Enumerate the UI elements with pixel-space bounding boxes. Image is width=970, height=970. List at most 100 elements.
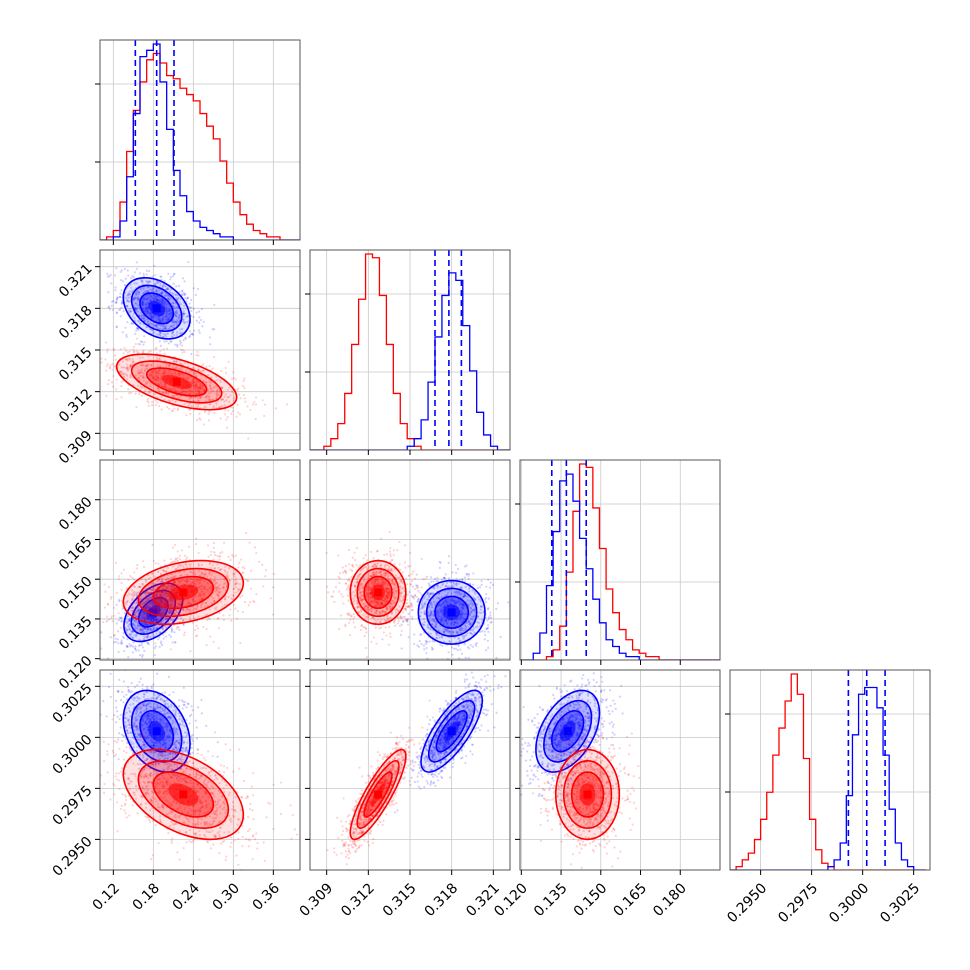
sample-point: [142, 616, 146, 619]
sample-point: [354, 585, 357, 589]
sample-point: [188, 393, 191, 396]
sample-point: [168, 364, 171, 367]
sample-point: [420, 611, 423, 614]
sample-point: [186, 377, 190, 380]
sample-point: [159, 282, 162, 285]
sample-point: [168, 327, 171, 330]
sample-point: [191, 390, 194, 394]
sample-point: [130, 322, 133, 325]
sample-point: [141, 655, 144, 658]
sample-point: [245, 531, 248, 535]
sample-point: [230, 412, 233, 416]
sample-point: [115, 325, 118, 328]
sample-point: [222, 391, 225, 394]
sample-point: [126, 351, 129, 354]
sample-point: [185, 414, 188, 417]
sample-point: [177, 320, 180, 323]
sample-point: [399, 616, 402, 619]
sample-point: [98, 360, 100, 362]
sample-point: [169, 604, 172, 607]
sample-point: [438, 603, 441, 607]
sample-point: [155, 607, 158, 611]
sample-point: [465, 564, 468, 567]
sample-point: [469, 631, 472, 634]
sample-point: [184, 362, 187, 365]
sample-point: [149, 391, 152, 394]
sample-point: [435, 622, 438, 625]
sample-point: [230, 377, 234, 381]
sample-point: [132, 622, 135, 626]
sample-point: [140, 280, 143, 283]
sample-point: [110, 304, 113, 307]
sample-point: [130, 606, 133, 610]
sample-point: [146, 399, 149, 403]
sample-point: [197, 595, 200, 598]
sample-point: [218, 584, 221, 587]
red-histogram: [520, 463, 720, 660]
sample-point: [370, 550, 373, 554]
sample-point: [220, 369, 223, 373]
sample-point: [212, 398, 215, 401]
sample-point: [154, 598, 158, 601]
sample-point: [133, 297, 136, 300]
sample-point: [444, 577, 447, 580]
sample-point: [416, 586, 419, 590]
sample-point: [138, 314, 141, 318]
sample-point: [150, 404, 154, 407]
sample-point: [200, 590, 203, 593]
sample-point: [142, 308, 145, 311]
sample-point: [223, 583, 226, 586]
sample-point: [478, 598, 481, 601]
sample-point: [168, 309, 171, 312]
sample-point: [466, 632, 469, 635]
sample-point: [129, 375, 132, 378]
sample-point: [141, 583, 144, 586]
sample-point: [109, 597, 113, 600]
sample-point: [151, 316, 154, 319]
sample-point: [219, 381, 222, 384]
sample-point: [167, 369, 171, 372]
sample-point: [164, 386, 167, 389]
sample-point: [137, 299, 140, 303]
sample-point: [141, 629, 145, 632]
sample-point: [406, 593, 409, 596]
sample-point: [466, 646, 470, 649]
sample-point: [173, 603, 177, 606]
sample-point: [160, 324, 163, 327]
sample-point: [167, 297, 170, 300]
sample-point: [207, 616, 210, 619]
sample-point: [462, 595, 466, 598]
sample-point: [133, 624, 136, 627]
sample-point: [217, 393, 220, 396]
sample-point: [215, 393, 219, 396]
sample-point: [198, 316, 201, 319]
sample-point: [223, 578, 226, 581]
sample-point: [193, 386, 197, 389]
sample-point: [450, 622, 453, 625]
sample-point: [154, 316, 157, 319]
sample-point: [253, 546, 257, 549]
sample-point: [460, 606, 464, 609]
sample-point: [344, 582, 347, 585]
sample-point: [361, 598, 364, 601]
sample-point: [135, 649, 138, 652]
sample-point: [188, 371, 191, 374]
sample-point: [173, 631, 176, 634]
sample-point: [137, 608, 140, 611]
sample-point: [158, 299, 162, 302]
sample-point: [162, 391, 165, 395]
sample-point: [159, 333, 162, 336]
sample-point: [165, 386, 168, 389]
sample-point: [442, 601, 445, 604]
sample-point: [460, 592, 463, 595]
sample-point: [161, 587, 164, 590]
red-histogram: [310, 253, 510, 450]
sample-point: [154, 290, 158, 293]
sample-point: [372, 570, 375, 573]
sample-point: [437, 615, 440, 618]
sample-point: [142, 638, 146, 641]
sample-point: [387, 596, 390, 599]
sample-point: [377, 571, 380, 574]
sample-point: [232, 399, 235, 402]
sample-point: [396, 592, 399, 595]
